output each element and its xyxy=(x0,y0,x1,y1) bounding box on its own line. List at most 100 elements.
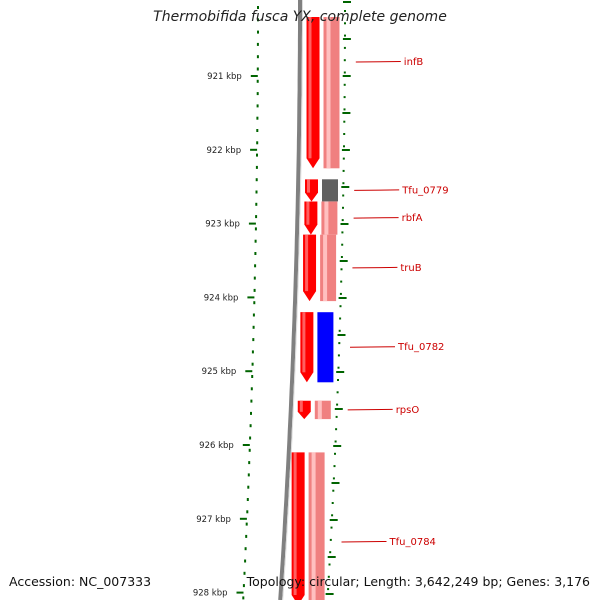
scale-minor-tick xyxy=(343,59,346,62)
scale-minor-tick xyxy=(337,366,340,369)
feature-gene-bar xyxy=(317,312,334,383)
ruler-tick-label: 927 kbp xyxy=(196,515,231,525)
scale-minor-tick xyxy=(329,551,332,554)
ruler-minor-tick xyxy=(253,288,256,292)
ruler-minor-tick xyxy=(256,67,259,71)
scale-minor-tick xyxy=(343,120,346,123)
scale-minor-tick xyxy=(337,354,340,357)
feature-label: rbfA xyxy=(402,213,423,224)
feature-label: rpsO xyxy=(396,405,420,416)
scale-minor-tick xyxy=(343,133,346,135)
ruler-minor-tick xyxy=(246,510,249,514)
ruler-minor-tick xyxy=(256,79,259,83)
feature-leader-line xyxy=(347,408,393,411)
scale-major-tick xyxy=(341,149,350,151)
ruler-major-tick xyxy=(250,148,258,151)
feature-leader-line xyxy=(352,266,398,269)
feature-label: Tfu_0784 xyxy=(389,537,436,548)
scale-minor-tick xyxy=(344,10,346,12)
scale-major-tick xyxy=(342,112,351,114)
scale-minor-tick xyxy=(333,465,336,468)
ruler-minor-tick xyxy=(257,6,259,9)
feature-leader-line xyxy=(341,541,387,543)
feature-strand-arrow xyxy=(297,400,311,420)
ruler-major-tick xyxy=(250,75,258,77)
ruler-minor-tick xyxy=(245,534,248,538)
scale-major-tick xyxy=(338,297,347,299)
ruler-minor-tick xyxy=(252,338,255,342)
scale-minor-tick xyxy=(342,169,345,172)
feature-arrow-highlight xyxy=(306,201,310,225)
scale-major-tick xyxy=(329,519,338,521)
ruler-major-tick xyxy=(247,296,255,299)
scale-minor-tick xyxy=(343,108,346,111)
scale-minor-tick xyxy=(330,526,333,529)
ruler-major-tick xyxy=(248,222,256,225)
ruler-minor-tick xyxy=(252,325,255,329)
feature-label: infB xyxy=(404,57,424,68)
ruler-minor-tick xyxy=(254,252,257,255)
scale-minor-tick xyxy=(342,194,345,197)
ruler-minor-tick xyxy=(254,227,257,231)
feature-gene-bar-shine xyxy=(324,201,329,235)
ruler-minor-tick xyxy=(250,387,253,391)
ruler-major-tick xyxy=(245,370,253,373)
ruler-minor-tick xyxy=(257,18,259,22)
feature-gene-bar-shine xyxy=(317,400,322,420)
scale-minor-tick xyxy=(339,292,342,295)
feature-strand-arrow xyxy=(304,201,318,235)
ruler-minor-tick xyxy=(244,559,247,563)
ruler-minor-tick xyxy=(254,264,257,268)
scale-minor-tick xyxy=(342,157,345,160)
ruler-minor-tick xyxy=(256,104,259,108)
ruler-tick-label: 921 kbp xyxy=(207,72,242,82)
scale-minor-tick xyxy=(340,268,343,271)
backbone-line xyxy=(278,0,302,600)
scale-minor-tick xyxy=(331,502,334,504)
scale-minor-tick xyxy=(338,329,341,332)
scale-minor-tick xyxy=(341,231,344,234)
ruler-minor-tick xyxy=(256,141,259,145)
scale-minor-tick xyxy=(343,83,346,86)
ruler-tick-label: 926 kbp xyxy=(199,441,234,451)
ruler-minor-tick xyxy=(253,301,256,305)
scale-major-tick xyxy=(333,445,342,447)
ruler-minor-tick xyxy=(254,239,257,243)
scale-minor-tick xyxy=(335,415,338,418)
scale-minor-tick xyxy=(329,538,332,541)
scale-major-tick xyxy=(343,1,351,3)
feature-arrow-highlight xyxy=(305,234,309,292)
feature-strand-arrow xyxy=(305,179,319,202)
scale-minor-tick xyxy=(327,575,330,578)
ruler-tick-label: 923 kbp xyxy=(205,220,240,230)
ruler-minor-tick xyxy=(251,362,254,366)
scale-major-tick xyxy=(327,556,336,558)
ruler-minor-tick xyxy=(256,92,259,96)
scale-minor-tick xyxy=(336,391,339,394)
accession-label: Accession: NC_007333 xyxy=(9,574,152,589)
feature-gene-bar xyxy=(322,179,338,202)
scale-major-tick xyxy=(325,593,334,595)
scale-minor-tick xyxy=(332,489,335,492)
feature-label: Tfu_0779 xyxy=(401,185,448,196)
ruler-minor-tick xyxy=(250,411,252,415)
scale-minor-tick xyxy=(344,22,346,25)
scale-minor-tick xyxy=(339,317,342,320)
scale-minor-tick xyxy=(339,305,342,308)
feature-leader-line xyxy=(355,61,401,63)
feature-strand-arrow xyxy=(303,234,317,302)
scale-major-tick xyxy=(339,260,348,262)
ruler-minor-tick xyxy=(243,571,246,575)
ruler-minor-tick xyxy=(247,473,250,477)
ruler-minor-tick xyxy=(255,215,258,219)
ruler-tick-label: 928 kbp xyxy=(193,589,228,599)
feature-arrow-highlight xyxy=(308,17,312,159)
scale-major-tick xyxy=(336,371,345,373)
ruler-minor-tick xyxy=(257,30,259,34)
scale-minor-tick xyxy=(328,563,331,566)
ruler-minor-tick xyxy=(242,596,245,600)
ruler-minor-tick xyxy=(249,424,252,428)
scale-minor-tick xyxy=(344,34,346,37)
ruler-minor-tick xyxy=(255,202,258,206)
